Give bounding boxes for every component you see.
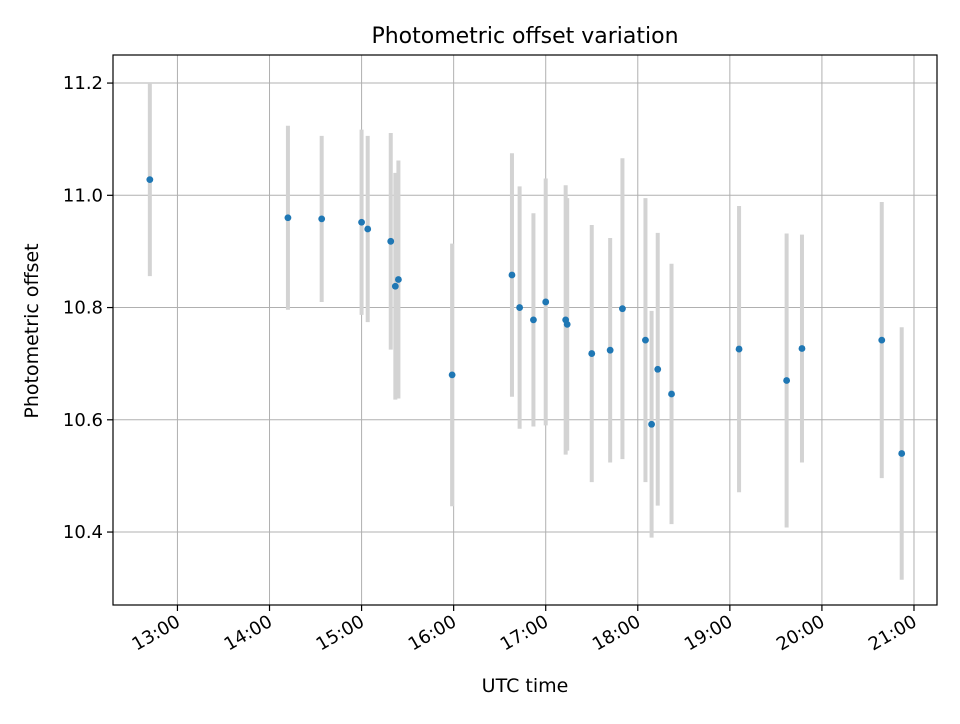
data-point (898, 450, 906, 457)
data-point (619, 305, 626, 313)
data-point (318, 215, 326, 223)
data-point (146, 176, 154, 183)
data-point (588, 350, 596, 357)
chart-title: Photometric offset variation (371, 24, 678, 49)
y-tick-label: 10.6 (63, 410, 103, 431)
plot-frame (112, 54, 938, 606)
data-point (448, 371, 456, 379)
data-point (878, 336, 886, 344)
data-point (395, 276, 402, 283)
data-point (391, 282, 399, 290)
data-point (783, 377, 791, 384)
data-point (284, 214, 292, 222)
y-tick-label: 10.8 (63, 298, 103, 319)
data-point (387, 237, 395, 245)
data-point (563, 320, 571, 328)
data-point (508, 271, 516, 279)
y-tick-label: 11.0 (63, 185, 103, 206)
data-point (606, 346, 614, 354)
data-point (358, 218, 365, 226)
data-point (735, 345, 743, 353)
data-point (648, 420, 655, 428)
data-point (364, 225, 372, 233)
point-layer (146, 176, 906, 457)
data-point (798, 345, 806, 352)
y-axis-label: Photometric offset (21, 243, 43, 418)
y-tick-label: 10.4 (63, 522, 103, 543)
data-point (642, 336, 649, 344)
data-point (542, 298, 550, 306)
data-point (668, 390, 675, 398)
y-tick-label: 11.2 (63, 73, 103, 94)
data-point (516, 304, 524, 311)
data-point (654, 365, 662, 373)
x-axis-label: UTC time (482, 675, 569, 697)
data-point (530, 316, 537, 324)
